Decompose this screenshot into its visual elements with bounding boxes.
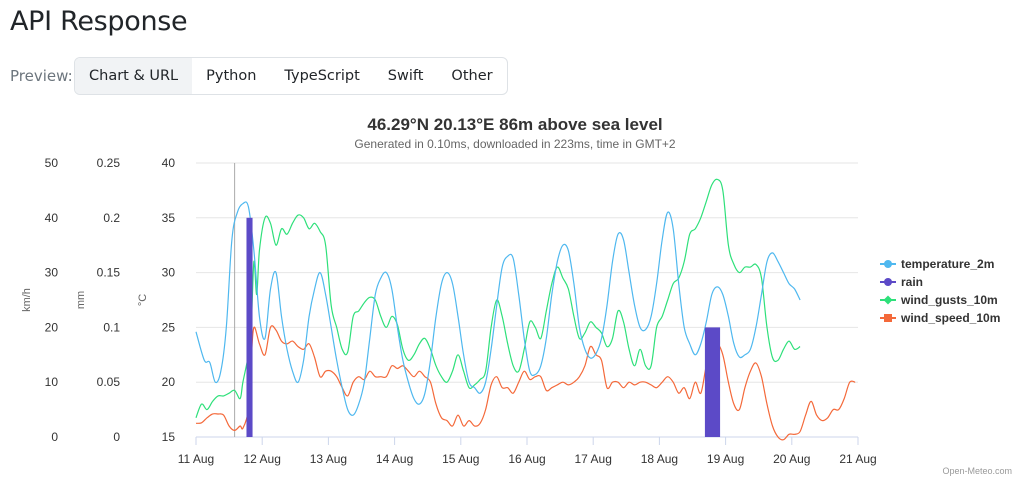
legend-label-temperature_2m: temperature_2m — [901, 257, 994, 271]
x-tick-label: 13 Aug — [310, 452, 347, 466]
y-tick-label-temp: 35 — [162, 211, 176, 225]
tab-chart-url[interactable]: Chart & URL — [75, 58, 193, 94]
y-tick-label-rain: 0.15 — [97, 266, 121, 280]
y-tick-label-temp: 25 — [162, 320, 176, 334]
y-tick-label-rain: 0.05 — [97, 375, 121, 389]
legend-label-wind_speed_10m: wind_speed_10m — [900, 311, 1000, 325]
x-tick-label: 20 Aug — [773, 452, 810, 466]
x-tick-label: 11 Aug — [178, 452, 214, 466]
legend-item-rain[interactable]: rain — [880, 275, 923, 289]
y-tick-label-rain: 0 — [113, 430, 120, 444]
y-tick-label-speed: 30 — [45, 266, 59, 280]
legend-marker-wind_gusts_10m — [883, 295, 893, 305]
tab-typescript[interactable]: TypeScript — [284, 68, 360, 84]
y-tick-label-speed: 40 — [45, 211, 59, 225]
y-axis-title-speed: km/h — [21, 288, 33, 312]
x-tick-label: 18 Aug — [641, 452, 678, 466]
y-tick-label-rain: 0.1 — [103, 320, 120, 334]
grid-lines — [196, 162, 858, 438]
y-tick-label-speed: 50 — [45, 156, 59, 170]
wind_speed_10m-line[interactable] — [195, 325, 856, 441]
y-tick-label-speed: 0 — [51, 430, 58, 444]
x-tick-label: 14 Aug — [376, 452, 413, 466]
tab-python[interactable]: Python — [206, 68, 257, 84]
weather-chart: 46.29°N 20.13°E 86m above sea level Gene… — [21, 115, 1012, 476]
preview-tabs: Chart & URL Python TypeScript Swift Othe… — [74, 57, 508, 95]
y-tick-label-temp: 15 — [162, 430, 176, 444]
legend-label-wind_gusts_10m: wind_gusts_10m — [900, 293, 998, 307]
y-tick-label-temp: 20 — [162, 375, 176, 389]
axes: 0 10 20 30 40 50 km/h 0 0.05 0.1 0.15 0.2 0.25 mm 15 20… — [21, 156, 877, 466]
x-tick-label: 16 Aug — [508, 452, 545, 466]
chart-title: 46.29°N 20.13°E 86m above sea level — [367, 115, 662, 134]
y-tick-label-rain: 0.2 — [103, 211, 120, 225]
rain-bar[interactable] — [246, 217, 253, 437]
page-title: API Response — [10, 6, 188, 37]
x-tick-label: 12 Aug — [244, 452, 281, 466]
temperature_2m-line[interactable] — [195, 201, 801, 416]
chart-credit[interactable]: Open-Meteo.com — [942, 466, 1012, 476]
rain-bar[interactable] — [704, 327, 721, 437]
y-tick-label-temp: 40 — [162, 156, 176, 170]
plot-area[interactable] — [195, 163, 856, 441]
y-tick-label-rain: 0.25 — [97, 156, 121, 170]
x-tick-label: 19 Aug — [707, 452, 744, 466]
legend-label-rain: rain — [901, 275, 923, 289]
legend-item-wind_speed_10m[interactable]: wind_speed_10m — [880, 311, 1000, 325]
legend-marker-temperature_2m — [884, 260, 892, 268]
y-axis-title-rain: mm — [75, 291, 87, 309]
x-tick-label: 21 Aug — [839, 452, 876, 466]
x-tick-label: 15 Aug — [442, 452, 479, 466]
legend-item-wind_gusts_10m[interactable]: wind_gusts_10m — [880, 293, 998, 307]
x-tick-label: 17 Aug — [575, 452, 612, 466]
legend-marker-rain — [884, 278, 892, 286]
y-axis-title-temp: °C — [137, 294, 149, 306]
chart-subtitle: Generated in 0.10ms, downloaded in 223ms… — [354, 137, 675, 151]
y-tick-label-temp: 30 — [162, 266, 176, 280]
y-tick-label-speed: 10 — [45, 375, 59, 389]
legend-marker-wind_speed_10m — [884, 314, 892, 322]
tab-other[interactable]: Other — [451, 68, 493, 84]
wind_gusts_10m-line[interactable] — [195, 178, 801, 419]
legend-item-temperature_2m[interactable]: temperature_2m — [880, 257, 994, 271]
tab-swift[interactable]: Swift — [387, 68, 424, 84]
y-tick-label-speed: 20 — [45, 320, 59, 334]
preview-label: Preview: — [10, 67, 73, 85]
